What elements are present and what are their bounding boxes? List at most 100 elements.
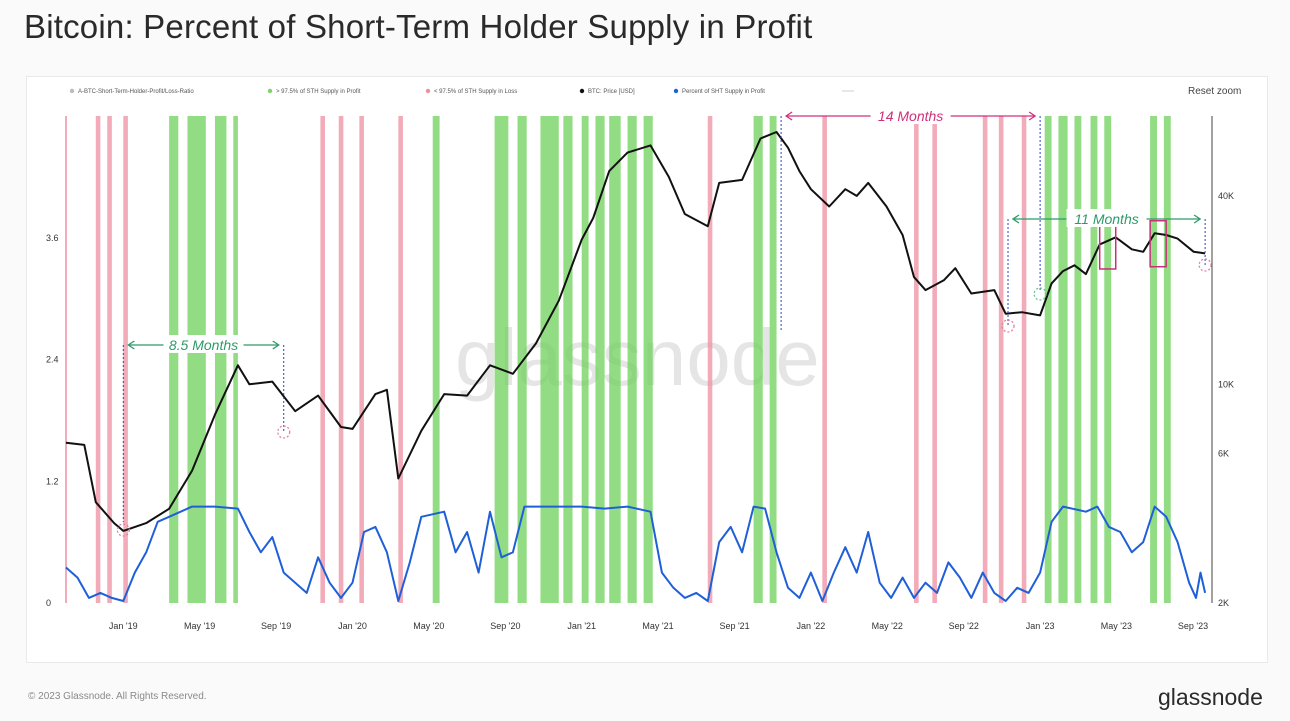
x-tick-label: May '23 — [1101, 621, 1132, 631]
annotation-arrow-left — [1011, 214, 1020, 224]
left-axis-tick: 3.6 — [46, 233, 59, 243]
marker-circle — [1033, 287, 1047, 301]
loss-band — [123, 116, 128, 603]
marker-circle — [116, 523, 130, 537]
loss-band — [320, 116, 325, 603]
annotation-label: 11 Months — [1074, 211, 1138, 227]
x-tick-label: Jan '19 — [109, 621, 138, 631]
profit-band — [1104, 116, 1112, 603]
chart-legend: A-BTC-Short-Term-Holder-Profit/Loss-Rati… — [69, 88, 854, 95]
annotation-label-bg — [870, 106, 951, 124]
x-tick-label: May '19 — [184, 621, 215, 631]
annotation-arrow-right — [272, 340, 280, 350]
annotation-label-bg — [163, 335, 244, 353]
legend-label: BTC: Price [USD] — [588, 89, 635, 95]
legend-marker — [69, 88, 75, 94]
loss-band — [359, 116, 364, 603]
x-tick-label: May '22 — [872, 621, 903, 631]
chart-title: Bitcoin: Percent of Short-Term Holder Su… — [24, 8, 813, 45]
x-tick-label: Sep '23 — [1178, 621, 1208, 631]
profit-band — [432, 116, 440, 603]
glassnode-logo: glassnode — [1158, 684, 1263, 710]
x-tick-label: Sep '20 — [490, 621, 520, 631]
profit-band — [1090, 116, 1098, 603]
profit-band — [563, 116, 573, 603]
legend-label: Percent of SHT Supply in Profit — [682, 89, 765, 95]
series-lines — [65, 131, 1207, 602]
watermark: glassnode — [455, 313, 820, 402]
annotations: 8.5 Months 14 Months 11 Months — [116, 106, 1212, 537]
profit-band — [1058, 116, 1068, 603]
right-axis-tick: 6K — [1218, 449, 1229, 459]
loss-band — [998, 116, 1004, 603]
right-axis-tick: 10K — [1218, 379, 1234, 389]
left-axis-tick: 2.4 — [46, 355, 59, 365]
x-tick-label: May '21 — [642, 621, 673, 631]
profit-band — [753, 116, 763, 603]
reset-zoom-button[interactable]: Reset zoom — [1188, 86, 1242, 97]
profit-band — [1044, 116, 1052, 603]
annotation-arrow-left — [127, 340, 135, 350]
legend-label: > 97.5% of STH Supply in Profit — [276, 89, 361, 95]
btc-price-line — [65, 131, 1206, 532]
annotation-label-bg — [1066, 209, 1147, 227]
sth-profit-percent-line — [65, 505, 1207, 602]
copyright-text: © 2023 Glassnode. All Rights Reserved. — [28, 691, 207, 702]
profit-band — [595, 116, 605, 603]
profit-band — [609, 116, 621, 603]
profit-band — [1074, 116, 1082, 603]
loss-band — [107, 116, 112, 603]
loss-band — [1021, 116, 1027, 603]
loss-band — [822, 116, 827, 603]
highlight-box — [1149, 219, 1167, 268]
annotation-arrow-left — [784, 111, 793, 121]
right-axis-tick: 40K — [1218, 191, 1234, 201]
profit-band — [233, 116, 238, 603]
x-tick-label: Jan '20 — [338, 621, 367, 631]
legend-marker — [267, 88, 273, 94]
profit-band — [169, 116, 179, 603]
marker-circle — [1198, 258, 1212, 272]
profit-band — [643, 116, 653, 603]
loss-band — [707, 116, 713, 603]
loss-band — [338, 116, 344, 603]
left-axis-tick: 0 — [46, 598, 51, 608]
profit-band — [769, 116, 777, 603]
legend-marker — [673, 88, 679, 94]
loss-band — [932, 116, 937, 603]
profit-band — [627, 116, 637, 603]
profit-band — [214, 116, 227, 603]
x-tick-label: May '20 — [413, 621, 444, 631]
profit-band — [1150, 116, 1157, 603]
legend-label: A-BTC-Short-Term-Holder-Profit/Loss-Rati… — [78, 89, 194, 95]
annotation-label: 14 Months — [878, 108, 943, 124]
legend-marker — [425, 88, 431, 94]
x-tick-label: Sep '21 — [719, 621, 749, 631]
profit-band — [581, 116, 589, 603]
loss-band — [95, 116, 101, 603]
annotation-arrow-right — [1028, 111, 1037, 121]
annotation-arrow-right — [1193, 214, 1202, 224]
profit-band — [540, 116, 559, 603]
legend-label: < 97.5% of STH Supply in Loss — [434, 89, 517, 95]
loss-band — [914, 116, 919, 603]
loss-band — [398, 116, 403, 603]
profit-band — [187, 116, 206, 603]
signal-bands — [65, 116, 1171, 603]
right-axis-tick: 2K — [1218, 598, 1229, 608]
left-axis-tick: 1.2 — [46, 476, 59, 486]
marker-circle — [277, 425, 291, 439]
axis-ticks: Jan '19 May '19 Sep '19 Jan '20 May '20 Sep '… — [46, 116, 1234, 631]
x-tick-label: Jan '23 — [1026, 621, 1055, 631]
x-tick-label: Sep '22 — [949, 621, 979, 631]
profit-band — [1163, 116, 1171, 603]
marker-circle — [1001, 319, 1015, 333]
x-tick-label: Sep '19 — [261, 621, 291, 631]
legend-marker — [579, 88, 585, 94]
loss-band — [982, 116, 988, 603]
x-tick-label: Jan '22 — [797, 621, 826, 631]
annotation-label: 8.5 Months — [169, 337, 238, 353]
profit-band — [517, 116, 527, 603]
x-tick-label: Jan '21 — [567, 621, 596, 631]
